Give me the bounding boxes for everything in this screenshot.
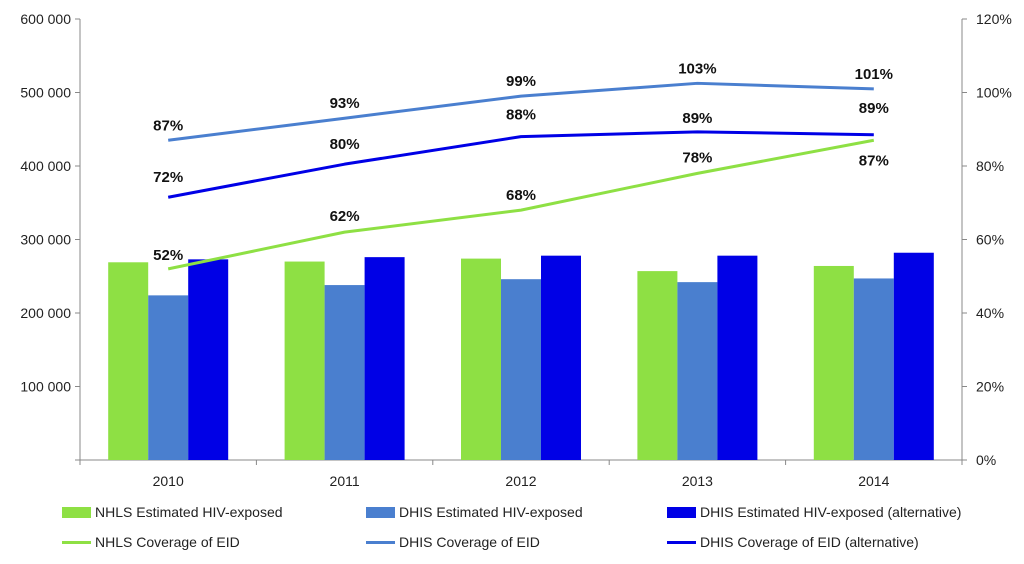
y-right-tick-label: 80% <box>976 158 1004 174</box>
bar <box>364 257 405 460</box>
legend-swatch <box>667 540 696 544</box>
legend-item-dhis-coverage-alt: DHIS Coverage of EID (alternative) <box>667 534 919 550</box>
y-left-tick-label: 100 000 <box>20 379 71 395</box>
bar <box>813 265 854 460</box>
data-labels: 52% 62% 68% 78% 87% 87% 93% 99% 103% 101% 72% 80% 88… <box>153 60 893 264</box>
bar <box>324 285 365 460</box>
bar <box>108 262 149 460</box>
data-label: 68% <box>506 187 536 204</box>
bar <box>717 255 758 460</box>
data-label: 52% <box>153 247 183 264</box>
x-tick-label: 2011 <box>330 473 360 489</box>
bar <box>188 259 229 460</box>
series-line <box>168 81 874 142</box>
legend-swatch <box>62 540 91 544</box>
bar <box>148 295 189 460</box>
data-label: 88% <box>506 107 536 124</box>
legend-swatch <box>62 506 91 518</box>
y-left-tick-label: 600 000 <box>20 11 71 27</box>
y-right-tick-label: 0% <box>976 452 996 468</box>
bar <box>501 279 541 460</box>
y-right-tick-label: 60% <box>976 232 1004 248</box>
x-tick-label: 2013 <box>682 473 713 489</box>
x-tick-label: 2010 <box>153 473 184 489</box>
y-right-tick-label: 40% <box>976 305 1004 321</box>
bar <box>461 258 501 460</box>
bar <box>284 261 325 460</box>
y-left-tick-label: 300 000 <box>20 232 71 248</box>
legend-item-dhis-exposed-alt: DHIS Estimated HIV-exposed (alternative) <box>667 504 961 520</box>
legend-label: NHLS Coverage of EID <box>95 534 240 550</box>
data-label: 103% <box>678 60 716 77</box>
data-label: 80% <box>330 136 360 153</box>
data-label: 93% <box>330 95 360 112</box>
data-label: 87% <box>859 152 889 169</box>
series-line <box>167 130 874 199</box>
data-label: 89% <box>682 110 712 127</box>
legend-label: DHIS Coverage of EID (alternative) <box>700 534 919 550</box>
data-label: 72% <box>153 169 183 186</box>
y-left-tick-label: 400 000 <box>20 158 71 174</box>
bar <box>541 255 581 460</box>
data-label: 78% <box>682 149 712 166</box>
data-label: 99% <box>506 73 536 90</box>
legend-label: DHIS Estimated HIV-exposed <box>399 504 583 520</box>
y-right-tick-label: 100% <box>976 85 1012 101</box>
legend: NHLS Estimated HIV-exposed DHIS Estimate… <box>0 496 1024 560</box>
legend-label: NHLS Estimated HIV-exposed <box>95 504 283 520</box>
legend-label: DHIS Coverage of EID <box>399 534 540 550</box>
legend-label: DHIS Estimated HIV-exposed (alternative) <box>700 504 962 520</box>
legend-item-nhls-coverage: NHLS Coverage of EID <box>62 534 240 550</box>
data-label: 89% <box>859 100 889 117</box>
bars <box>108 252 934 460</box>
x-tick-label: 2014 <box>858 473 889 489</box>
bar <box>893 252 934 460</box>
legend-item-nhls-exposed: NHLS Estimated HIV-exposed <box>62 504 283 520</box>
data-label: 101% <box>855 66 893 83</box>
bar <box>637 271 678 460</box>
y-left-tick-label: 500 000 <box>20 85 71 101</box>
x-tick-label: 2012 <box>505 473 536 489</box>
series-line <box>167 138 875 271</box>
legend-item-dhis-exposed: DHIS Estimated HIV-exposed <box>366 504 583 520</box>
legend-swatch <box>366 506 395 518</box>
legend-swatch <box>667 506 696 518</box>
bar <box>677 282 718 460</box>
chart: 100 000 200 000 300 000 400 000 500 000 600 0… <box>20 11 1011 489</box>
axes: 100 000 200 000 300 000 400 000 500 000 600 0… <box>20 11 1011 489</box>
legend-item-dhis-coverage: DHIS Coverage of EID <box>366 534 540 550</box>
lines <box>167 81 875 271</box>
y-left-tick-label: 200 000 <box>20 305 71 321</box>
data-label: 87% <box>153 117 183 134</box>
y-right-tick-label: 20% <box>976 379 1004 395</box>
y-right-tick-label: 120% <box>976 11 1012 27</box>
legend-swatch <box>366 540 395 544</box>
data-label: 62% <box>330 208 360 225</box>
bar <box>853 278 894 460</box>
